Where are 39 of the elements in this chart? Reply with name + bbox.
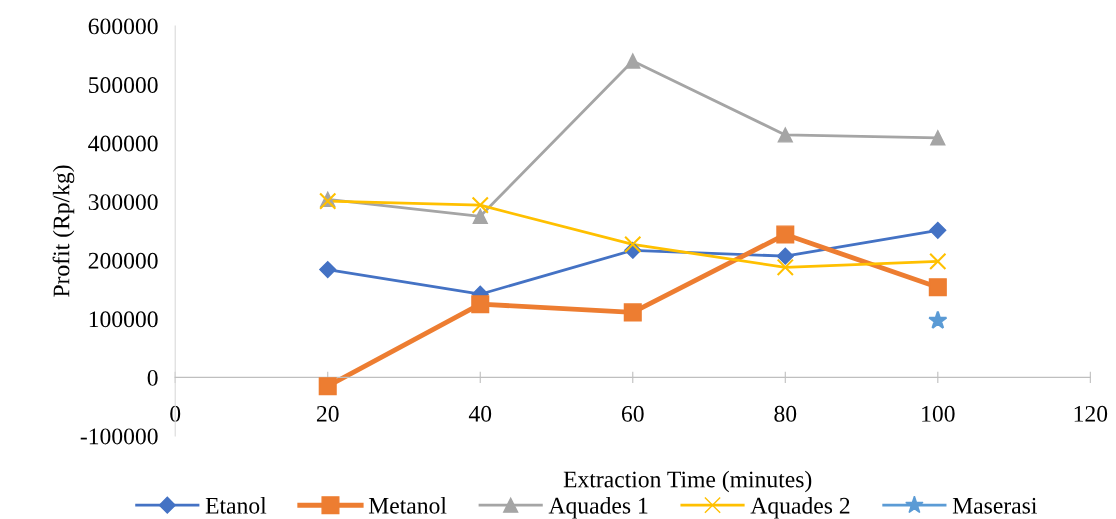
point <box>777 127 793 143</box>
y-tick-label: 0 <box>147 369 158 386</box>
point <box>318 377 337 396</box>
y-axis-title: Profit (Rp/kg) <box>52 165 75 297</box>
y-tick-label: 600000 <box>88 18 158 35</box>
point <box>929 252 947 271</box>
point <box>471 295 490 314</box>
point <box>776 247 794 265</box>
y-tick-label: -100000 <box>80 428 158 445</box>
point <box>929 221 947 239</box>
y-tick-label: 200000 <box>88 252 158 269</box>
point <box>625 53 641 69</box>
y-tick-label: 500000 <box>89 77 158 93</box>
y-tick-label: 400000 <box>88 135 158 152</box>
legend-label: Etanol <box>205 497 267 514</box>
legend-label: Aquades 2 <box>750 497 850 519</box>
point <box>319 261 337 279</box>
point <box>471 196 489 214</box>
legend-label: Aquades 1 <box>548 497 648 519</box>
x-tick-label: 80 <box>774 405 797 422</box>
y-tick-label: 300000 <box>88 194 158 211</box>
x-tick-label: 60 <box>621 405 644 422</box>
x-tick-label: 100 <box>922 405 955 422</box>
x-tick-label: 20 <box>316 405 339 422</box>
legend-label: Maserasi <box>952 497 1037 514</box>
y-tick-label: 100000 <box>89 311 158 328</box>
point <box>623 303 642 322</box>
point <box>776 258 794 276</box>
legend-label: Metanol <box>368 497 447 514</box>
x-axis-title: Extraction Time (minutes) <box>563 470 812 493</box>
point <box>928 310 948 329</box>
point <box>472 208 488 224</box>
point <box>928 278 947 297</box>
x-tick-label: 40 <box>468 405 492 422</box>
point <box>624 235 642 254</box>
x-tick-label: 0 <box>170 405 181 422</box>
x-tick-label: 120 <box>1074 405 1108 422</box>
point <box>930 130 946 146</box>
point <box>776 225 795 244</box>
